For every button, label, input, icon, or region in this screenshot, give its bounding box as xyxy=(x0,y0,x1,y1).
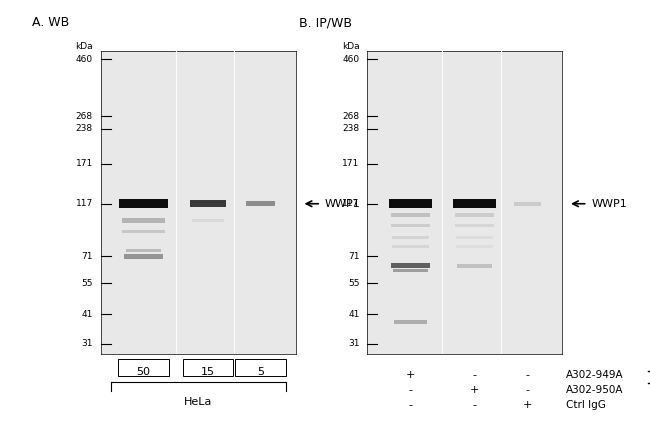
Bar xyxy=(391,236,429,239)
Text: HeLa: HeLa xyxy=(184,397,213,407)
Text: 171: 171 xyxy=(75,159,93,168)
Bar xyxy=(389,200,432,208)
Text: 268: 268 xyxy=(76,112,93,121)
Bar xyxy=(122,230,165,233)
Text: +: + xyxy=(523,400,532,410)
Bar xyxy=(391,224,430,227)
Bar xyxy=(192,219,224,222)
Text: 238: 238 xyxy=(76,124,93,133)
Bar xyxy=(456,236,493,239)
Text: 460: 460 xyxy=(343,55,359,64)
Text: -: - xyxy=(473,400,476,410)
Bar xyxy=(235,359,286,376)
Bar xyxy=(391,214,430,217)
Text: Ctrl IgG: Ctrl IgG xyxy=(566,400,606,410)
Bar xyxy=(122,218,165,222)
Text: 171: 171 xyxy=(342,159,359,168)
Text: kDa: kDa xyxy=(75,42,93,51)
Text: B. IP/WB: B. IP/WB xyxy=(299,16,352,30)
Text: -: - xyxy=(525,385,529,395)
Text: WWP1: WWP1 xyxy=(592,199,627,209)
Bar xyxy=(453,200,496,208)
Bar xyxy=(120,200,168,208)
Text: WWP1: WWP1 xyxy=(325,199,361,209)
Text: -: - xyxy=(473,370,476,380)
Text: 15: 15 xyxy=(201,367,215,376)
Bar xyxy=(391,245,429,248)
Bar xyxy=(126,249,161,252)
Text: 41: 41 xyxy=(348,310,359,319)
Text: 268: 268 xyxy=(343,112,359,121)
Bar xyxy=(393,320,426,324)
Text: 31: 31 xyxy=(81,339,93,348)
Text: 117: 117 xyxy=(75,199,93,208)
Text: 41: 41 xyxy=(82,310,93,319)
Text: A. WB: A. WB xyxy=(32,16,70,30)
Text: 31: 31 xyxy=(348,339,359,348)
Text: -: - xyxy=(408,400,412,410)
Text: 71: 71 xyxy=(81,252,93,261)
Text: 55: 55 xyxy=(81,279,93,288)
Text: +: + xyxy=(470,385,479,395)
Bar xyxy=(455,224,494,227)
Bar xyxy=(118,359,169,376)
Text: A302-949A: A302-949A xyxy=(566,370,624,380)
Text: -: - xyxy=(525,370,529,380)
Text: 55: 55 xyxy=(348,279,359,288)
Text: 460: 460 xyxy=(76,55,93,64)
Bar xyxy=(246,201,276,206)
Bar xyxy=(124,254,163,259)
Text: 238: 238 xyxy=(343,124,359,133)
Text: 50: 50 xyxy=(136,367,151,376)
Bar xyxy=(183,359,233,376)
Text: +: + xyxy=(406,370,415,380)
Text: 5: 5 xyxy=(257,367,264,376)
Text: A302-950A: A302-950A xyxy=(566,385,623,395)
Bar xyxy=(455,214,494,217)
Bar xyxy=(456,245,493,248)
Text: kDa: kDa xyxy=(342,42,359,51)
Text: 71: 71 xyxy=(348,252,359,261)
Bar xyxy=(190,200,226,207)
Bar xyxy=(457,264,492,268)
Bar xyxy=(391,263,430,268)
Text: -: - xyxy=(408,385,412,395)
Bar xyxy=(514,202,541,206)
Text: 117: 117 xyxy=(342,199,359,208)
Bar xyxy=(393,269,428,272)
